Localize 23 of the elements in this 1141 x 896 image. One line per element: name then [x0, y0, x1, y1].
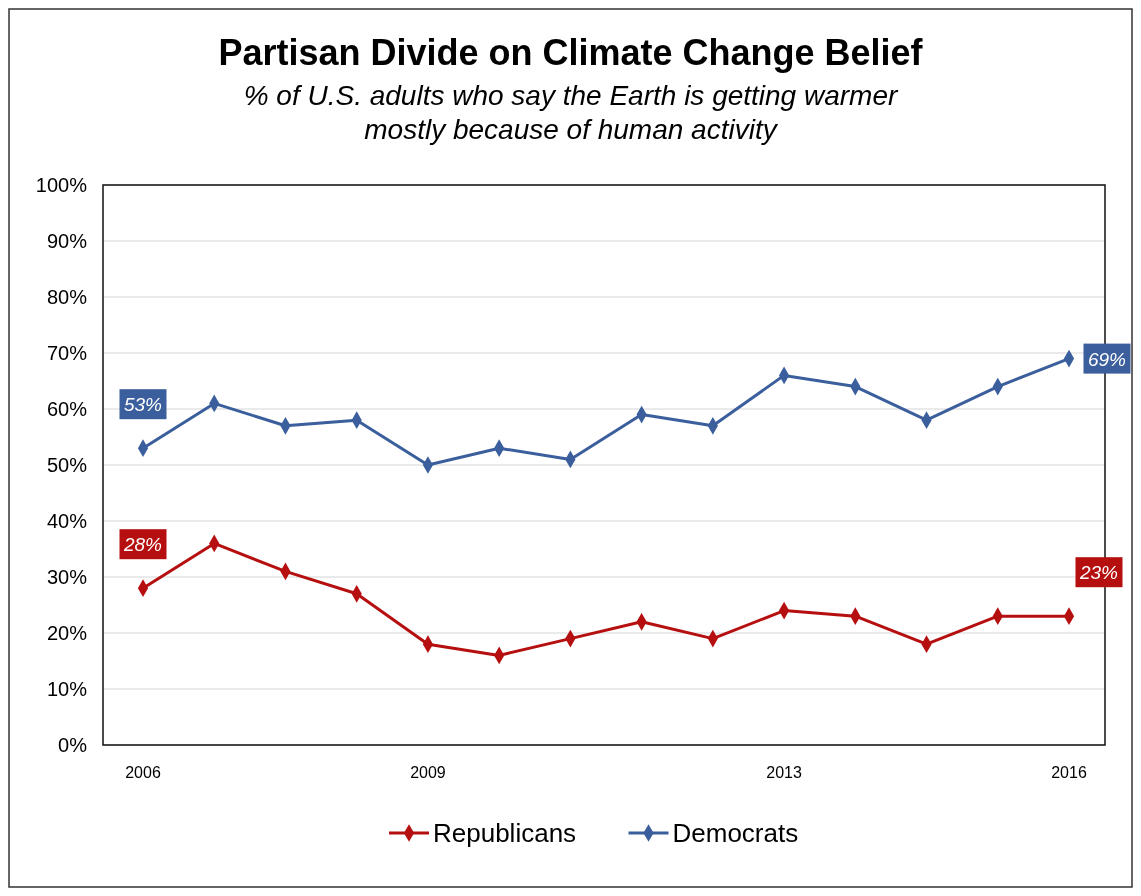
data-label: 23%: [1078, 562, 1119, 584]
y-tick-label: 100%: [35, 174, 88, 196]
x-tick-label: 2006: [125, 764, 161, 781]
legend-label: Democrats: [672, 818, 799, 848]
legend-label: Republicans: [433, 818, 577, 848]
x-tick-label: 2016: [1051, 764, 1087, 781]
data-label: 53%: [123, 394, 163, 416]
y-tick-label: 70%: [46, 342, 88, 364]
y-tick-label: 0%: [58, 734, 88, 756]
y-tick-label: 40%: [46, 510, 88, 532]
x-tick-label: 2009: [410, 764, 446, 781]
chart-title: Partisan Divide on Climate Change Belief: [218, 32, 924, 73]
data-label: 69%: [1087, 348, 1127, 370]
y-tick-label: 30%: [46, 566, 88, 588]
y-tick-label: 50%: [46, 454, 88, 476]
data-label: 28%: [122, 534, 163, 556]
chart-subtitle: % of U.S. adults who say the Earth is getting warmer mostly because of human activity: [243, 80, 899, 145]
x-tick-label: 2013: [766, 764, 802, 781]
y-tick-label: 20%: [46, 622, 88, 644]
y-tick-label: 80%: [46, 286, 88, 308]
y-tick-label: 60%: [46, 398, 88, 420]
y-tick-label: 90%: [46, 230, 88, 252]
y-tick-label: 10%: [46, 678, 88, 700]
